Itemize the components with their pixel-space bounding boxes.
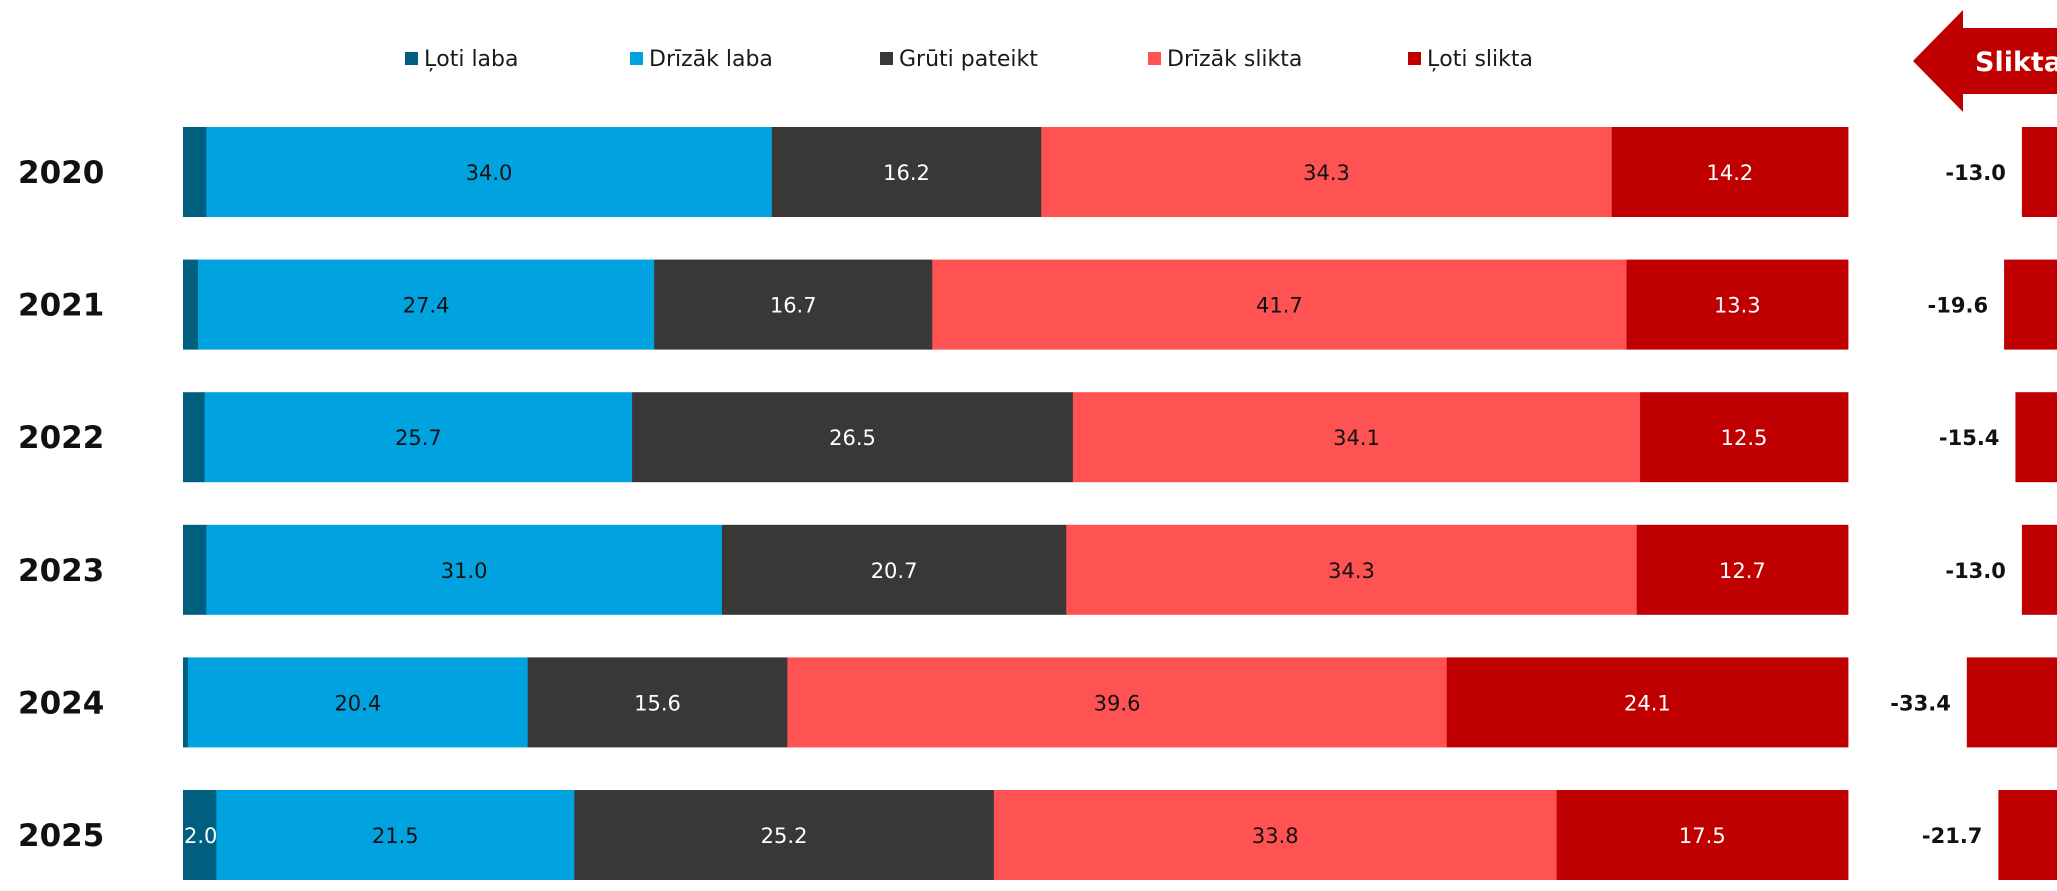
net-balance-bar-2021	[2004, 259, 2057, 350]
year-label: 2020	[18, 155, 104, 191]
data-label-gruti-pateikt: 16.7	[770, 294, 817, 318]
data-label-gruti-pateikt: 26.5	[829, 426, 876, 450]
legend: Ļoti laba Drīzāk laba Grūti pateikt Drīzāk …	[405, 47, 1533, 72]
bar-segment-loti-laba	[183, 127, 207, 217]
bar-segment-drizak-slikta	[787, 657, 1448, 748]
net-balance-area: -13.0 -19.6 -15.4 -13.0 -33.4 -21.7	[1890, 127, 2057, 880]
net-balance-bar-2020	[2021, 127, 2057, 217]
legend-swatch-gruti-pateikt	[880, 52, 893, 65]
data-label-gruti-pateikt: 15.6	[634, 691, 681, 715]
bar-segment-loti-slikta	[1556, 790, 1849, 880]
bar-segment-loti-laba	[183, 657, 189, 748]
data-label-drizak-laba: 21.5	[372, 824, 419, 848]
year-label: 2025	[18, 818, 104, 854]
bar-segment-loti-slikta	[1626, 259, 1849, 350]
bar-segment-gruti-pateikt	[771, 127, 1042, 217]
bar-segment-drizak-slikta	[1066, 524, 1638, 615]
net-balance-bar-2023	[2021, 524, 2057, 615]
data-label-loti-laba: 2.0	[184, 824, 217, 848]
negative-direction-arrow: Slikta	[1913, 10, 2057, 112]
bar-segment-loti-slikta	[1640, 392, 1849, 483]
bar-segment-drizak-laba	[206, 127, 773, 217]
bars-area: 20201.434.016.234.314.220210.927.416.741…	[18, 127, 1849, 880]
net-balance-label-2025: -21.7	[1922, 824, 1983, 848]
bar-segment-gruti-pateikt	[632, 392, 1074, 483]
data-label-drizak-slikta: 34.3	[1328, 559, 1375, 583]
bar-segment-gruti-pateikt	[527, 657, 788, 748]
bar-segment-loti-laba	[183, 259, 199, 350]
bar-segment-loti-slikta	[1446, 657, 1849, 748]
bar-row-2024: 20240.320.415.639.624.1	[18, 657, 1849, 748]
bar-row-2022: 20221.325.726.534.112.5	[18, 392, 1849, 483]
bar-segment-loti-laba	[183, 392, 206, 483]
bar-segment-gruti-pateikt	[654, 259, 933, 350]
bar-segment-gruti-pateikt	[574, 790, 995, 880]
data-label-drizak-slikta: 41.7	[1256, 294, 1303, 318]
net-balance-label-2022: -15.4	[1939, 426, 2000, 450]
bar-segment-drizak-laba	[187, 657, 529, 748]
net-balance-bar-2025	[1998, 790, 2057, 880]
data-label-drizak-slikta: 39.6	[1094, 691, 1141, 715]
legend-label-gruti-pateikt: Grūti pateikt	[899, 47, 1038, 72]
year-label: 2022	[18, 420, 104, 456]
bar-segment-drizak-slikta	[993, 790, 1558, 880]
net-balance-label-2023: -13.0	[1945, 559, 2006, 583]
data-label-loti-slikta: 12.5	[1721, 426, 1768, 450]
data-label-drizak-slikta: 34.1	[1333, 426, 1380, 450]
data-label-gruti-pateikt: 25.2	[761, 824, 808, 848]
legend-swatch-loti-slikta	[1408, 52, 1421, 65]
data-label-drizak-laba: 34.0	[466, 161, 513, 185]
data-label-drizak-laba: 31.0	[441, 559, 488, 583]
bar-segment-loti-slikta	[1611, 127, 1849, 217]
legend-label-drizak-slikta: Drīzāk slikta	[1167, 47, 1302, 72]
bar-segment-drizak-laba	[216, 790, 575, 880]
legend-swatch-drizak-slikta	[1148, 52, 1161, 65]
bar-row-2023: 20231.431.020.734.312.7	[18, 524, 1849, 615]
data-label-drizak-slikta: 33.8	[1252, 824, 1299, 848]
legend-label-drizak-laba: Drīzāk laba	[649, 47, 773, 72]
data-label-drizak-laba: 20.4	[334, 691, 381, 715]
net-balance-label-2021: -19.6	[1928, 294, 1989, 318]
data-label-loti-slikta: 14.2	[1707, 161, 1754, 185]
bar-segment-drizak-laba	[197, 259, 655, 350]
bar-segment-drizak-laba	[204, 392, 633, 483]
arrow-shape	[1913, 10, 2057, 112]
bar-segment-drizak-slikta	[932, 259, 1627, 350]
legend-label-loti-laba: Ļoti laba	[424, 47, 519, 72]
year-label: 2024	[18, 685, 104, 721]
bar-row-2020: 20201.434.016.234.314.2	[18, 127, 1849, 217]
legend-label-loti-slikta: Ļoti slikta	[1427, 47, 1533, 72]
bar-segment-drizak-slikta	[1072, 392, 1641, 483]
net-balance-label-2024: -33.4	[1890, 691, 1951, 715]
data-label-drizak-laba: 25.7	[395, 426, 442, 450]
legend-swatch-drizak-laba	[630, 52, 643, 65]
net-balance-label-2020: -13.0	[1945, 161, 2006, 185]
legend-swatch-loti-laba	[405, 52, 418, 65]
bar-segment-gruti-pateikt	[721, 524, 1067, 615]
data-label-gruti-pateikt: 20.7	[871, 559, 918, 583]
year-label: 2023	[18, 553, 104, 589]
net-balance-bar-2024	[1966, 657, 2057, 748]
data-label-loti-slikta: 17.5	[1679, 824, 1726, 848]
data-label-loti-slikta: 24.1	[1624, 691, 1671, 715]
data-label-drizak-slikta: 34.3	[1303, 161, 1350, 185]
bar-segment-drizak-laba	[206, 524, 723, 615]
arrow-label: Slikta	[1975, 47, 2057, 78]
data-label-drizak-laba: 27.4	[403, 294, 450, 318]
bar-segment-loti-laba	[183, 524, 207, 615]
data-label-gruti-pateikt: 16.2	[883, 161, 930, 185]
net-balance-bar-2022	[2015, 392, 2057, 483]
bar-segment-loti-slikta	[1636, 524, 1849, 615]
data-label-loti-slikta: 13.3	[1714, 294, 1761, 318]
bar-segment-drizak-slikta	[1041, 127, 1613, 217]
data-label-loti-slikta: 12.7	[1719, 559, 1766, 583]
year-label: 2021	[18, 288, 104, 324]
bar-segment-loti-laba	[183, 790, 217, 880]
bar-row-2021: 20210.927.416.741.713.3	[18, 259, 1849, 350]
bar-row-2025: 2025 2.0 21.5 25.2 33.8 17.5	[18, 790, 1849, 880]
